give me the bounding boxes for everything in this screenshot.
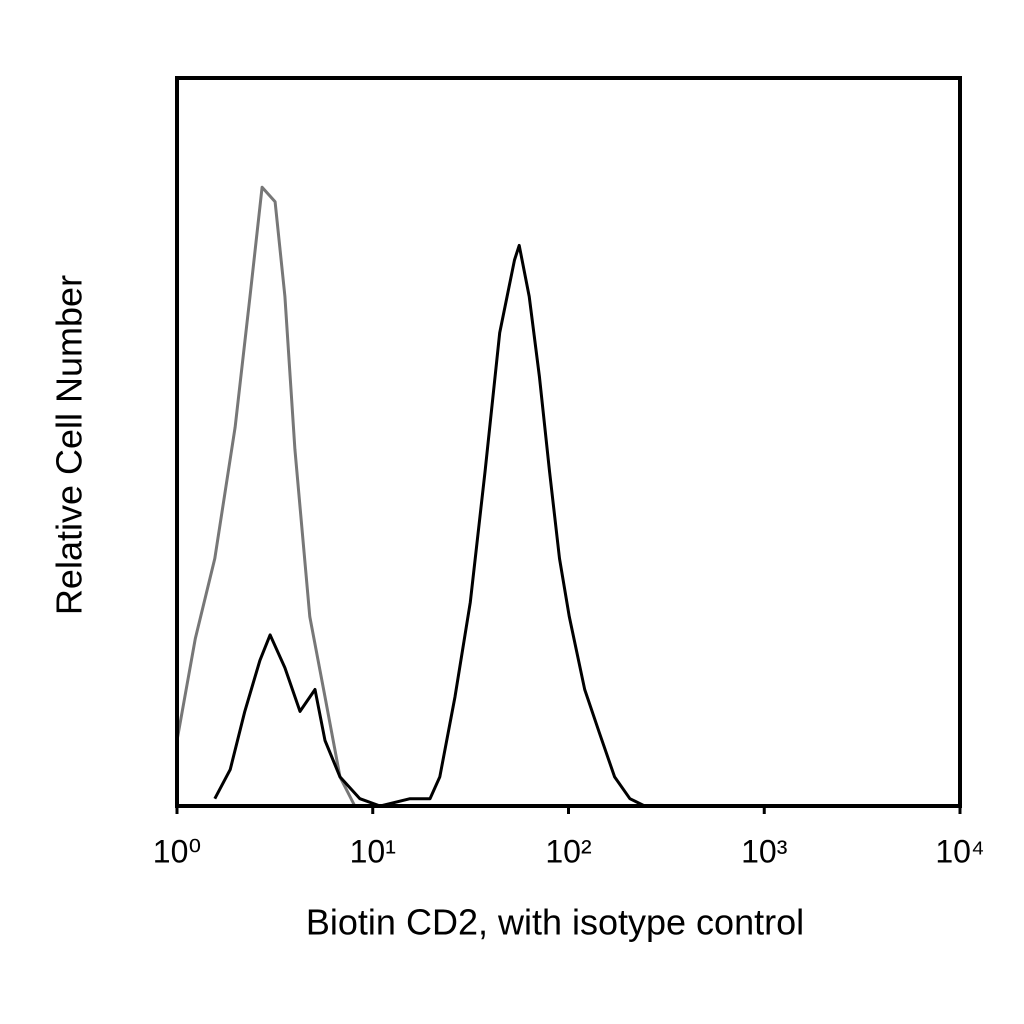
- x-tick-label: 10³: [741, 833, 788, 869]
- x-axis-label: Biotin CD2, with isotype control: [306, 902, 804, 943]
- plot-frame: [175, 76, 962, 808]
- histogram-line: [213, 243, 646, 808]
- histogram-line: [175, 185, 357, 807]
- x-tick-label: 10¹: [350, 833, 396, 869]
- y-axis-label: Relative Cell Number: [49, 275, 90, 615]
- x-tick-label: 10⁰: [153, 833, 201, 869]
- x-tick-label: 10⁴: [935, 833, 984, 869]
- x-tick-label: 10²: [545, 833, 592, 869]
